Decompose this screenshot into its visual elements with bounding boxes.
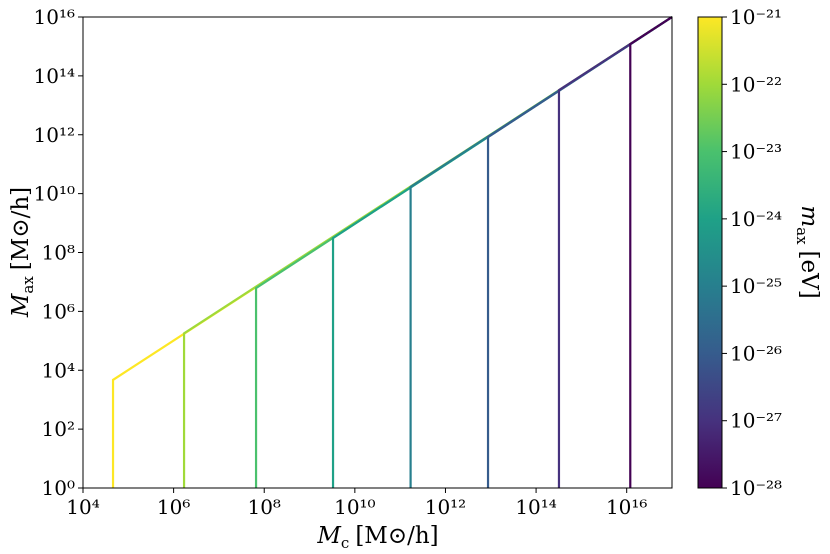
x-tick-label: 10¹⁶ xyxy=(606,495,647,519)
cb-label-unit: [eV] xyxy=(796,251,822,299)
y-tick-label: 10⁰ xyxy=(42,476,75,500)
series-line xyxy=(254,16,673,488)
colorbar-tick-label: 10⁻²⁵ xyxy=(730,274,782,298)
y-tick-label: 10² xyxy=(42,417,75,441)
series-line xyxy=(331,16,673,488)
y-tick-label: 10¹⁴ xyxy=(34,64,75,88)
colorbar-tick-label: 10⁻²⁴ xyxy=(730,207,782,231)
colorbar xyxy=(697,16,723,489)
y-tick-label: 10⁴ xyxy=(42,358,75,382)
x-label-symbol: M xyxy=(316,523,342,549)
series-line xyxy=(629,16,673,488)
y-tick-label: 10¹⁶ xyxy=(34,5,75,29)
y-label-symbol: M xyxy=(8,292,34,318)
colorbar-tick-label: 10⁻²⁷ xyxy=(730,409,782,433)
plot-frame xyxy=(82,16,673,489)
series-line xyxy=(182,16,673,488)
y-label-sub: ax xyxy=(19,276,37,294)
colorbar-label: max [eV] xyxy=(793,205,822,298)
colorbar-tick-label: 10⁻²² xyxy=(730,72,782,96)
x-tick-label: 10⁸ xyxy=(247,495,280,519)
series-line xyxy=(557,16,673,488)
colorbar-tick-label: 10⁻²⁸ xyxy=(730,476,782,500)
x-tick-label: 10¹² xyxy=(425,495,466,519)
y-tick-label: 10⁸ xyxy=(42,241,75,265)
x-axis-label: Mc [M⊙/h] xyxy=(316,523,438,552)
y-tick-label: 10¹² xyxy=(34,123,75,147)
x-tick-label: 10⁴ xyxy=(66,495,99,519)
y-label-unit: [M⊙/h] xyxy=(8,187,34,270)
cb-label-sub: ax xyxy=(793,227,811,245)
cb-label-symbol: m xyxy=(796,205,822,227)
series-line xyxy=(111,16,673,488)
series-line xyxy=(409,16,673,488)
y-tick-label: 10¹⁰ xyxy=(34,182,75,206)
x-tick-label: 10¹⁰ xyxy=(334,495,375,519)
x-label-unit: [M⊙/h] xyxy=(355,523,438,549)
colorbar-tick-label: 10⁻²¹ xyxy=(730,5,782,29)
colorbar-tick-label: 10⁻²⁶ xyxy=(730,341,782,365)
y-axis-label: Max [M⊙/h] xyxy=(8,187,37,318)
colorbar-tick-label: 10⁻²³ xyxy=(730,140,782,164)
y-tick-label: 10⁶ xyxy=(42,299,75,323)
x-label-sub: c xyxy=(341,534,349,552)
x-tick-label: 10⁶ xyxy=(157,495,190,519)
series-line xyxy=(486,16,673,488)
x-tick-label: 10¹⁴ xyxy=(515,495,556,519)
